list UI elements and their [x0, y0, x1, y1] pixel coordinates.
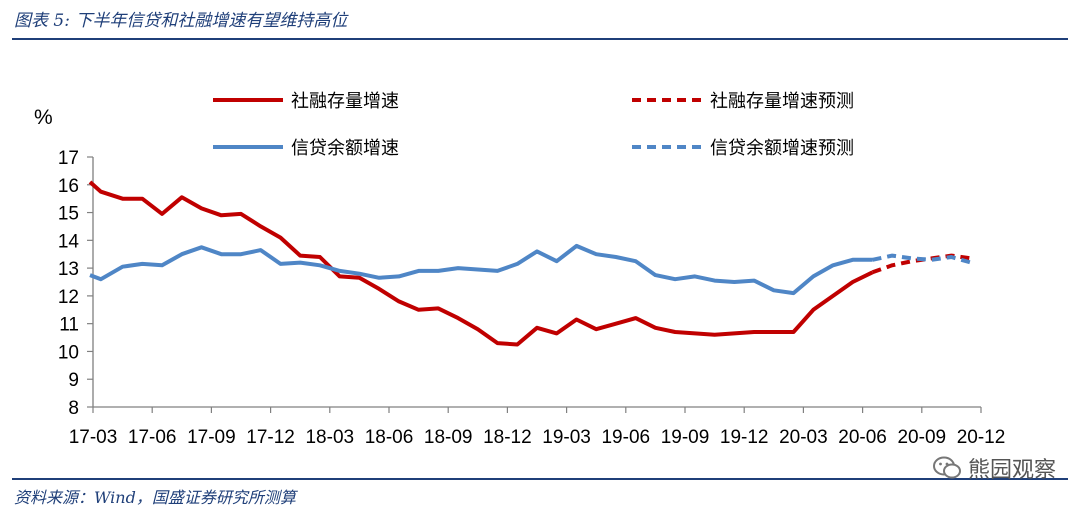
axes: 8 9 10 11 12 13 14 15 16 17 17-03 17-06 17-09 17-12 18…: [58, 148, 1005, 448]
title-rule: [12, 38, 1068, 40]
x-tick-label: 18-12: [483, 427, 532, 448]
y-tick-label: 10: [58, 342, 79, 363]
y-tick-label: 12: [58, 287, 79, 308]
x-tick-label: 19-12: [720, 427, 769, 448]
source-note: 资料来源：Wind，国盛证券研究所测算: [14, 488, 296, 507]
y-axis-unit: %: [34, 106, 53, 129]
x-tick-label: 18-09: [424, 427, 473, 448]
watermark-text: 熊园观察: [967, 458, 1056, 483]
legend-label: 社融存量增速: [291, 91, 399, 112]
x-tick-label: 17-06: [128, 427, 177, 448]
x-tick-label: 17-03: [69, 427, 118, 448]
y-tick-label: 14: [58, 231, 80, 252]
series-group: [88, 180, 972, 347]
x-tick-label: 20-12: [957, 427, 1006, 448]
figure-title: 图表 5: 下半年信贷和社融增速有望维持高位: [14, 11, 348, 31]
wechat-icon: [932, 456, 961, 479]
x-tick-label: 18-06: [365, 427, 414, 448]
y-tick-label: 8: [68, 398, 79, 419]
legend-label: 社融存量增速预测: [710, 91, 854, 112]
y-tick-label: 11: [59, 315, 79, 336]
x-tick-label: 17-09: [187, 427, 236, 448]
x-tick-label: 17-12: [246, 427, 295, 448]
legend-label: 信贷余额增速: [291, 138, 399, 159]
series-line: [88, 180, 874, 347]
x-tick-label: 19-03: [542, 427, 591, 448]
legend-label: 信贷余额增速预测: [710, 138, 854, 159]
x-tick-label: 20-03: [779, 427, 828, 448]
y-tick-label: 13: [58, 259, 79, 280]
x-tick-label: 19-06: [601, 427, 650, 448]
series-line: [89, 243, 873, 296]
source-rule: [12, 478, 1068, 480]
watermark: 熊园观察: [932, 452, 1056, 484]
x-tick-label: 18-03: [305, 427, 354, 448]
y-tick-label: 17: [58, 148, 79, 169]
x-tick-label: 19-09: [661, 427, 710, 448]
y-tick-label: 9: [68, 370, 79, 391]
x-tick-label: 20-06: [838, 427, 887, 448]
x-tick-label: 20-09: [897, 427, 946, 448]
y-tick-label: 16: [58, 176, 79, 197]
y-tick-label: 15: [58, 204, 79, 225]
series-line: [872, 253, 972, 265]
